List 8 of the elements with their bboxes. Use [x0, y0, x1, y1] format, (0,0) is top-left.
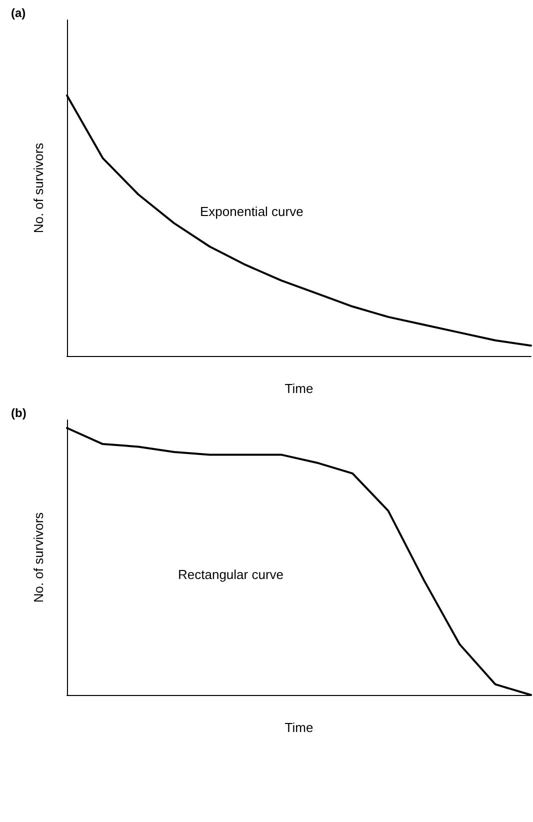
y-axis-title: No. of survivors	[31, 142, 46, 234]
annotation: Exponential curve	[200, 204, 304, 219]
x-axis-title: Time	[284, 381, 314, 396]
y-axis-title: No. of survivors	[31, 512, 46, 603]
annotation: Rectangular curve	[178, 567, 284, 582]
chart-title: (b)	[11, 406, 26, 420]
x-axis-title: Time	[284, 720, 314, 735]
chart-title: (a)	[11, 6, 26, 20]
